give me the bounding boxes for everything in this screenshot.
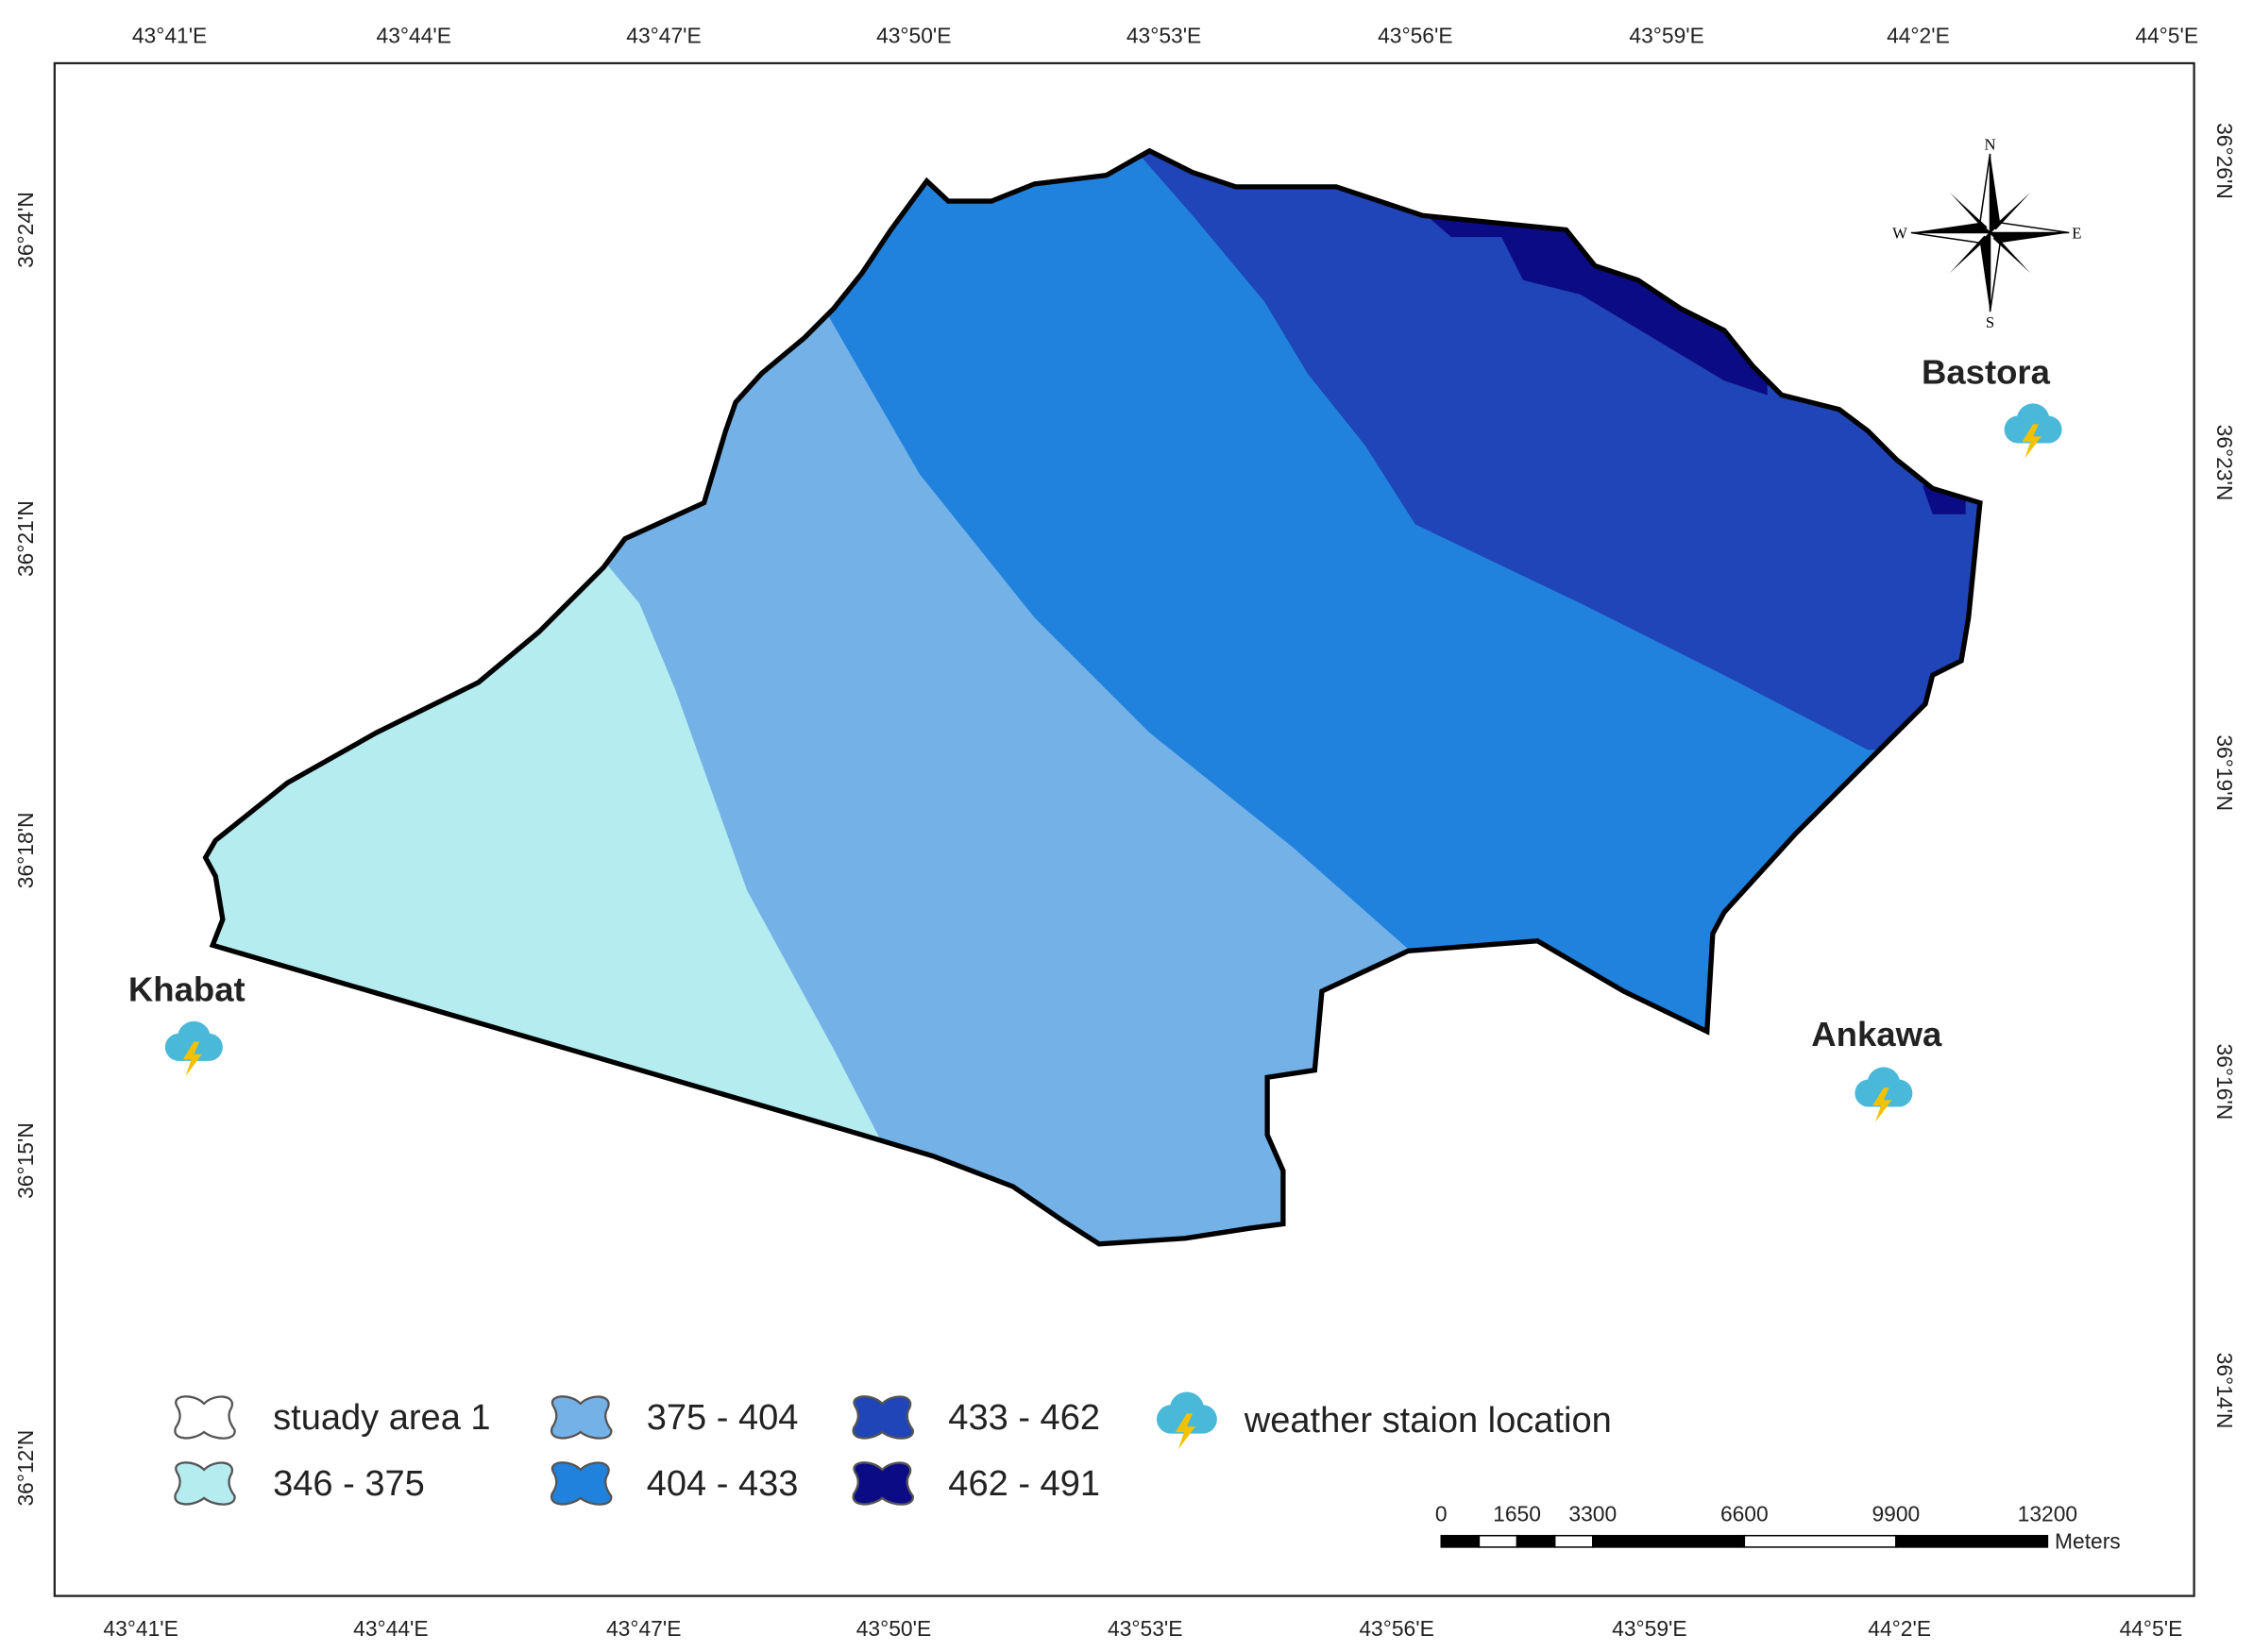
latitude-label: 36°14'N bbox=[2212, 1353, 2237, 1429]
longitude-label: 43°50'E bbox=[856, 1616, 931, 1641]
longitude-label: 43°59'E bbox=[1629, 24, 1703, 48]
longitude-label: 43°56'E bbox=[1359, 1616, 1433, 1641]
compass-e: E bbox=[2072, 225, 2081, 243]
latitude-label: 36°18'N bbox=[13, 813, 38, 889]
longitude-label: 44°5'E bbox=[2120, 1616, 2183, 1641]
legend-label: 346 - 375 bbox=[273, 1464, 425, 1504]
scale-bar-segment bbox=[1516, 1534, 1556, 1548]
longitude-label: 43°44'E bbox=[353, 1616, 428, 1641]
legend-swatch bbox=[173, 1460, 237, 1507]
scale-bar-segment bbox=[1895, 1534, 2049, 1548]
latitude-label: 36°21'N bbox=[13, 500, 38, 577]
scale-bar-segment bbox=[1478, 1534, 1518, 1548]
longitude-label: 43°41'E bbox=[132, 24, 207, 48]
longitude-label: 43°47'E bbox=[606, 1616, 681, 1641]
latitude-label: 36°16'N bbox=[2212, 1044, 2237, 1121]
legend-swatch bbox=[173, 1394, 237, 1441]
longitude-label: 43°41'E bbox=[103, 1616, 178, 1641]
longitude-label: 43°44'E bbox=[377, 24, 451, 48]
station-name: Bastora bbox=[1922, 352, 2051, 391]
longitude-label: 43°59'E bbox=[1612, 1616, 1686, 1641]
scale-bar-label: 13200 bbox=[2018, 1501, 2077, 1526]
compass-w: W bbox=[1892, 225, 1907, 243]
scale-bar-label: 1650 bbox=[1493, 1501, 1541, 1526]
longitude-label: 43°47'E bbox=[626, 24, 701, 48]
latitude-label: 36°15'N bbox=[13, 1122, 38, 1199]
scale-bar-segment bbox=[1553, 1534, 1594, 1548]
legend-label: stuady area 1 bbox=[273, 1398, 490, 1438]
longitude-label: 43°53'E bbox=[1108, 1616, 1182, 1641]
latitude-label: 36°23'N bbox=[2212, 425, 2237, 501]
legend-label: 375 - 404 bbox=[647, 1398, 799, 1438]
legend-label: weather staion location bbox=[1244, 1401, 1612, 1441]
legend-label: 433 - 462 bbox=[948, 1398, 1100, 1438]
scale-bar-label: 9900 bbox=[1872, 1501, 1920, 1526]
station-name: Khabat bbox=[128, 970, 246, 1009]
legend-label: 462 - 491 bbox=[948, 1464, 1100, 1504]
scale-bar-segment bbox=[1592, 1534, 1746, 1548]
scale-bar-label: 3300 bbox=[1568, 1501, 1617, 1526]
longitude-label: 44°5'E bbox=[2135, 24, 2198, 48]
north-arrow: N S E W bbox=[1892, 135, 2081, 331]
legend-swatch bbox=[852, 1460, 915, 1507]
compass-s: S bbox=[1986, 313, 1994, 331]
longitude-label: 44°2'E bbox=[1868, 1616, 1931, 1641]
compass-n: N bbox=[1984, 135, 1995, 153]
legend-swatch bbox=[550, 1394, 613, 1441]
legend-label: 404 - 433 bbox=[647, 1464, 799, 1504]
longitude-label: 44°2'E bbox=[1887, 24, 1950, 48]
scale-bar-unit: Meters bbox=[2055, 1528, 2121, 1553]
longitude-label: 43°56'E bbox=[1378, 24, 1452, 48]
scale-bar-label: 6600 bbox=[1720, 1501, 1769, 1526]
labels: 43°41'E 43°44'E 43°47'E 43°50'E 43°53'E 43°56… bbox=[13, 24, 2237, 1642]
station-name: Ankawa bbox=[1811, 1015, 1942, 1054]
latitude-label: 36°24'N bbox=[13, 192, 38, 268]
latitude-label: 36°26'N bbox=[2212, 123, 2237, 199]
latitude-label: 36°19'N bbox=[2212, 734, 2237, 811]
legend-swatch bbox=[852, 1394, 915, 1441]
latitude-label: 36°12'N bbox=[13, 1430, 38, 1507]
scale-bar-label: 0 bbox=[1435, 1501, 1448, 1526]
scale-bar-segment bbox=[1440, 1534, 1481, 1548]
scale-bar-segment bbox=[1743, 1534, 1897, 1548]
longitude-label: 43°53'E bbox=[1126, 24, 1201, 48]
legend-swatch bbox=[550, 1460, 613, 1507]
longitude-label: 43°50'E bbox=[876, 24, 951, 48]
